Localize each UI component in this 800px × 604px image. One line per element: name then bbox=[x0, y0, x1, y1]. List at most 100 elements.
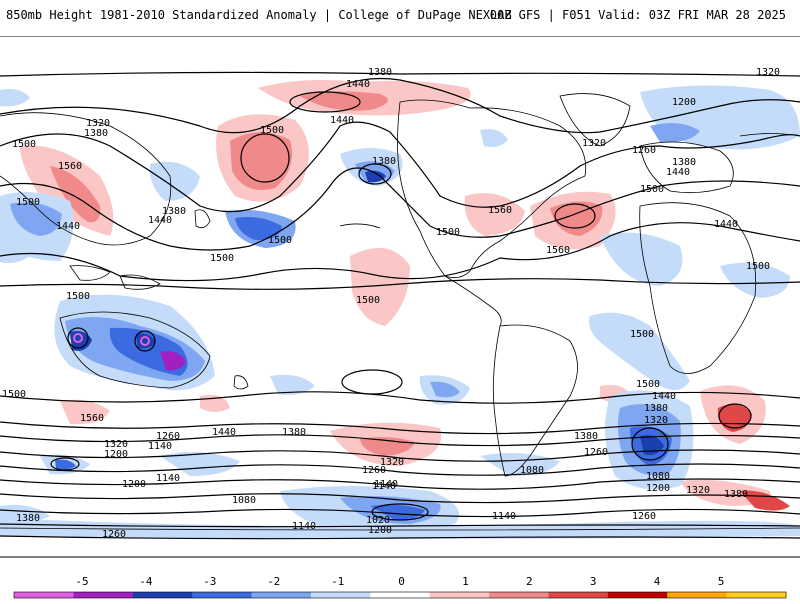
contour-label: 1380 bbox=[282, 427, 306, 438]
colorbar-tick-label: -4 bbox=[139, 575, 153, 588]
contour-label: 1260 bbox=[156, 431, 180, 442]
contour-label: 1140 bbox=[372, 481, 396, 492]
contour-closed bbox=[134, 330, 156, 352]
negative-anomaly-region bbox=[10, 202, 62, 236]
negative-anomaly-region bbox=[149, 161, 200, 201]
asia-coastline bbox=[0, 112, 172, 246]
contour-label: 1500 bbox=[356, 295, 380, 306]
anomaly-centers bbox=[73, 333, 150, 346]
contour-label: 1380 bbox=[724, 489, 748, 500]
contour-line bbox=[0, 508, 800, 518]
anomaly-map: 1380 1320 1440 1320 1380 1500 1440 1200 … bbox=[0, 36, 800, 558]
contour-label: 1500 bbox=[746, 261, 770, 272]
contour-label: 1200 bbox=[672, 97, 696, 108]
contour-label: 1140 bbox=[148, 441, 172, 452]
colorbar-outline bbox=[13, 591, 787, 599]
contour-label: 1560 bbox=[80, 413, 104, 424]
contour-label: 1380 bbox=[644, 403, 668, 414]
contour-label: 1260 bbox=[362, 465, 386, 476]
japan-coastline bbox=[194, 209, 211, 229]
contour-label: 1500 bbox=[12, 139, 36, 150]
contour-label: 1320 bbox=[756, 67, 780, 78]
contour-label: 1140 bbox=[374, 479, 398, 490]
colorbar-tick-label: 2 bbox=[525, 575, 533, 588]
colorbar-segment bbox=[251, 592, 312, 598]
contour-line bbox=[0, 523, 800, 528]
colorbar-segment bbox=[310, 592, 371, 598]
contour-closed bbox=[50, 457, 80, 471]
colorbar-tick-label: -1 bbox=[330, 575, 345, 588]
contour-labels: 1380 1320 1440 1320 1380 1500 1440 1200 … bbox=[2, 67, 780, 540]
contour-label: 1440 bbox=[212, 427, 236, 438]
colorbar-segment bbox=[370, 592, 431, 598]
colorbar-segment bbox=[429, 592, 490, 598]
contour-closed bbox=[371, 503, 429, 521]
south-america-coastline bbox=[492, 324, 578, 477]
negative-anomaly-region bbox=[0, 518, 800, 539]
contour-label: 1500 bbox=[436, 227, 460, 238]
contour-label: 1140 bbox=[492, 511, 516, 522]
contour-label: 1200 bbox=[368, 525, 392, 536]
europe-coastline bbox=[639, 141, 734, 194]
contour-line bbox=[0, 463, 800, 476]
negative-anomaly-region bbox=[430, 381, 460, 398]
negative-anomaly-region bbox=[370, 504, 425, 520]
greenland-coastline bbox=[559, 93, 631, 147]
negative-anomaly-region bbox=[270, 374, 315, 395]
contour-label: 1500 bbox=[260, 125, 284, 136]
negative-anomaly-region bbox=[0, 504, 50, 525]
colorbar-tick-label: 1 bbox=[462, 575, 469, 588]
contour-label: 1140 bbox=[156, 473, 180, 484]
contour-line bbox=[0, 222, 800, 282]
negative-anomaly-region bbox=[235, 217, 282, 241]
contour-label: 1380 bbox=[16, 513, 40, 524]
negative-anomaly-region bbox=[589, 312, 690, 390]
colorbar-segment bbox=[548, 592, 609, 598]
contour-label: 1260 bbox=[102, 529, 126, 540]
contour-closed bbox=[718, 403, 752, 429]
contour-line bbox=[0, 478, 800, 490]
positive-anomaly-region bbox=[230, 132, 293, 190]
contour-closed bbox=[631, 427, 669, 461]
contour-label: 1260 bbox=[632, 511, 656, 522]
low-center-marker bbox=[140, 336, 150, 346]
contour-label: 1260 bbox=[632, 145, 656, 156]
colorbar-segment bbox=[489, 592, 549, 598]
map-title: 850mb Height 1981-2010 Standardized Anom… bbox=[6, 8, 512, 22]
map-panel: 1380 1320 1440 1320 1380 1500 1440 1200 … bbox=[0, 36, 800, 558]
positive-anomaly-region bbox=[717, 404, 752, 432]
contour-label: 1200 bbox=[646, 483, 670, 494]
colorbar: -5 -4 -3 -2 -1 0 1 2 3 4 5 bbox=[0, 566, 800, 600]
contour-line bbox=[0, 449, 800, 462]
contour-label: 1440 bbox=[346, 79, 370, 90]
africa-coastline bbox=[639, 202, 757, 374]
colorbar-tick-label: -2 bbox=[267, 575, 281, 588]
contour-label: 1320 bbox=[644, 415, 668, 426]
negative-anomaly-region bbox=[480, 129, 508, 148]
contour-label: 1440 bbox=[666, 167, 690, 178]
contour-label: 1560 bbox=[546, 245, 570, 256]
positive-anomaly-region bbox=[60, 399, 110, 425]
contour-line bbox=[0, 71, 800, 77]
negative-anomaly-region bbox=[160, 351, 186, 371]
contour-label: 1080 bbox=[232, 495, 256, 506]
colorbar-tick-label: 3 bbox=[589, 575, 597, 588]
colorbar-segment bbox=[607, 592, 668, 598]
contour-label: 1200 bbox=[104, 449, 128, 460]
colorbar-segment bbox=[73, 592, 134, 598]
negative-anomaly-region bbox=[365, 170, 386, 183]
contour-label: 1320 bbox=[86, 118, 110, 129]
height-contours bbox=[0, 71, 800, 540]
north-america-coastline bbox=[397, 99, 587, 279]
contour-line bbox=[0, 421, 800, 435]
colorbar-segment bbox=[14, 592, 74, 598]
positive-anomaly-region bbox=[50, 166, 101, 223]
model-run-info: 00Z GFS | F051 Valid: 03Z FRI MAR 28 202… bbox=[489, 8, 786, 22]
colorbar-scale bbox=[13, 591, 787, 599]
antarctica-coastline bbox=[0, 527, 800, 531]
contour-label: 1500 bbox=[268, 235, 292, 246]
contour-closed bbox=[358, 163, 392, 185]
island-coastline bbox=[339, 223, 381, 229]
contour-label: 1500 bbox=[640, 184, 664, 195]
contour-closed bbox=[67, 327, 89, 349]
